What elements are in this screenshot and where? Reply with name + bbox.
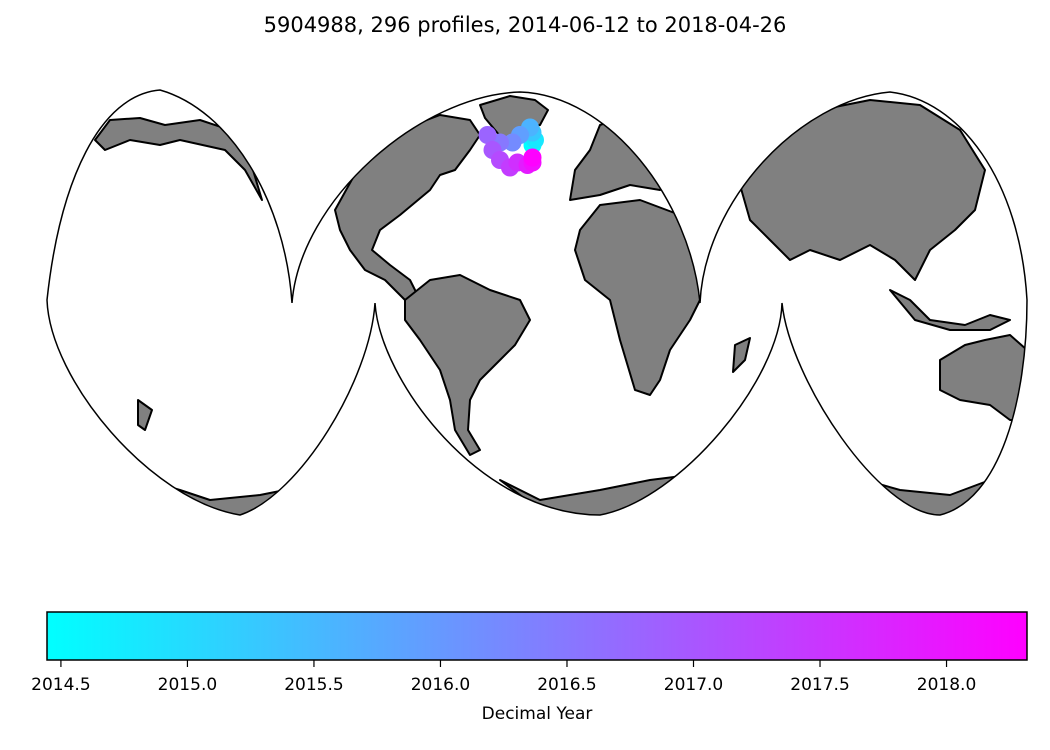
new-zealand [137, 399, 153, 431]
colorbar-tick-label: 2015.5 [284, 675, 344, 695]
colorbar-tick-label: 2015.0 [157, 675, 218, 695]
australia [939, 334, 1027, 421]
europe [569, 119, 691, 201]
land-layer [94, 95, 1027, 515]
colorbar-tick-label: 2016.0 [410, 675, 471, 695]
colorbar-tick-label: 2016.5 [537, 675, 597, 695]
profile-marker [503, 133, 522, 152]
colorbar-label: Decimal Year [481, 704, 593, 724]
float-trajectory [478, 118, 544, 177]
africa [574, 199, 701, 396]
antarctica-center [499, 474, 691, 515]
colorbar-tick-label: 2017.5 [790, 675, 850, 695]
colorbar-tick-label: 2017.0 [663, 675, 724, 695]
asia [739, 99, 986, 281]
profile-marker [523, 148, 542, 167]
south-america [404, 274, 531, 456]
southeast-asia [889, 289, 1011, 331]
colorbar-tick-label: 2018.0 [916, 675, 977, 695]
plot-title: 5904988, 296 profiles, 2014-06-12 to 201… [263, 13, 787, 37]
madagascar [732, 337, 751, 373]
profile-marker [478, 126, 497, 144]
colorbar-tick-label: 2014.5 [31, 675, 91, 695]
antarctica-left [144, 479, 296, 515]
colorbar [46, 611, 1028, 661]
colorbar-ticks [60, 660, 948, 667]
alaska [94, 117, 263, 201]
north-america [334, 114, 481, 301]
